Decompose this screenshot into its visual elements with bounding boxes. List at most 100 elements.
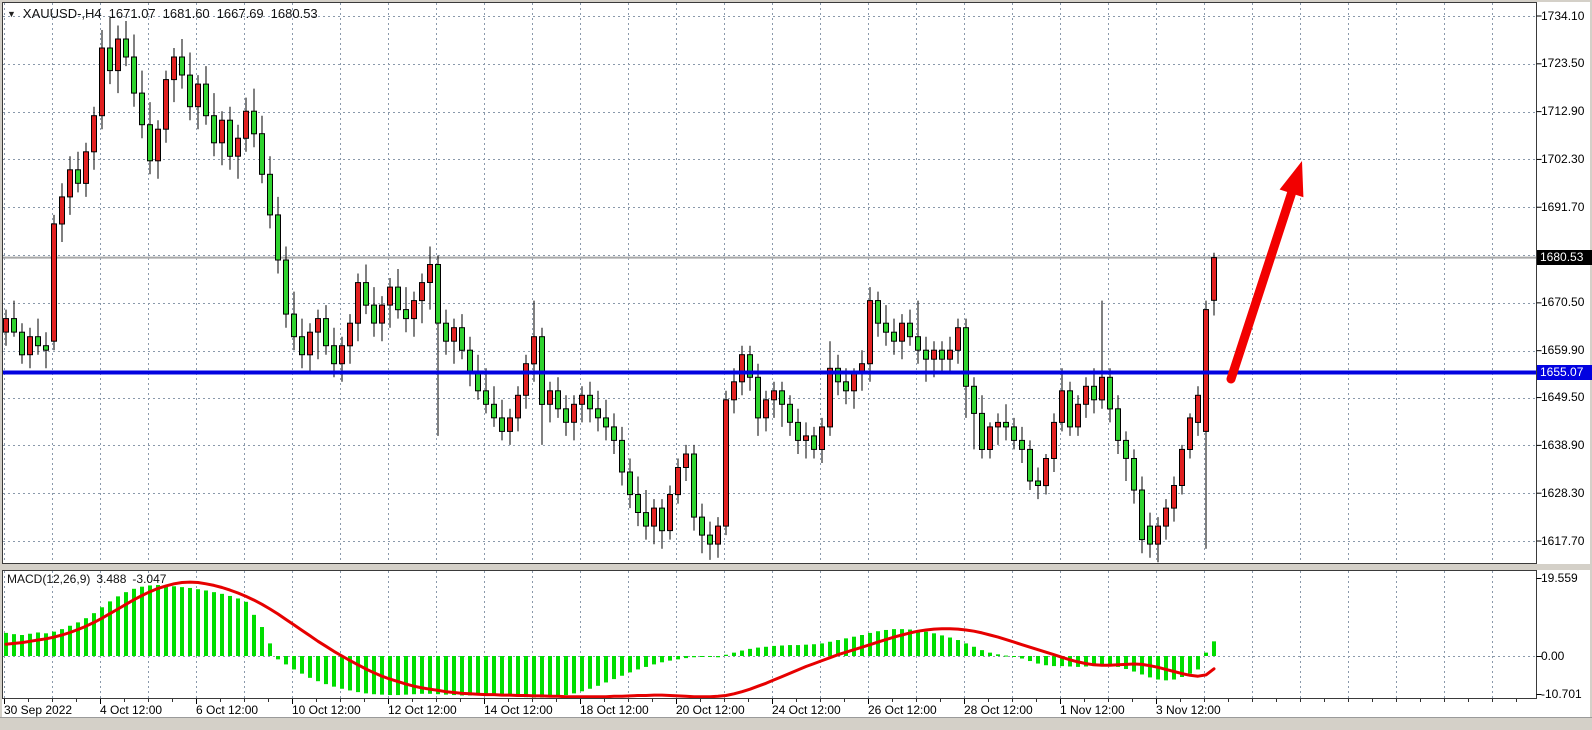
chart-background [2, 2, 1590, 717]
bull-candle [931, 349, 937, 360]
macd-bar [492, 656, 496, 695]
bear-candle [475, 372, 481, 392]
bear-candle [779, 390, 785, 405]
bull-candle [987, 426, 993, 450]
macd-bar [28, 633, 32, 656]
macd-bar [1100, 656, 1104, 666]
bull-candle [763, 399, 769, 419]
macd-bar [908, 629, 912, 656]
bear-candle [1139, 489, 1145, 541]
macd-bar [1196, 656, 1200, 670]
macd-bar [1180, 656, 1184, 677]
bear-candle [1091, 385, 1097, 401]
time-tick-label: 28 Oct 12:00 [964, 703, 1033, 717]
bull-candle [243, 110, 249, 139]
price-tick-label: 1628.30 [1541, 486, 1585, 500]
macd-bar [612, 656, 616, 680]
time-tick-label: 1 Nov 12:00 [1060, 703, 1125, 717]
bull-candle [1051, 421, 1057, 459]
macd-bar [148, 585, 152, 656]
bull-candle [163, 79, 169, 130]
time-tick-label: 30 Sep 2022 [4, 703, 73, 717]
bull-candle [1099, 376, 1105, 401]
macd-bar [660, 656, 664, 663]
macd-bar [1212, 641, 1216, 656]
bull-candle [195, 83, 201, 108]
macd-bar [252, 614, 256, 656]
macd-bar [348, 656, 352, 691]
macd-bar [444, 656, 448, 695]
macd-bar [364, 656, 368, 694]
macd-bar [68, 625, 72, 656]
macd-main-value: 3.488 [96, 572, 127, 586]
macd-bar [516, 656, 520, 697]
macd-bar [796, 645, 800, 656]
bear-candle [1011, 426, 1017, 441]
arrow-shaft[interactable] [1226, 188, 1296, 384]
macd-bar [836, 640, 840, 656]
panel-splitter[interactable] [2, 564, 1590, 570]
macd-bar [948, 637, 952, 656]
bear-candle [619, 439, 625, 473]
macd-bar [540, 656, 544, 698]
macd-bar [332, 656, 336, 687]
bull-candle [91, 115, 97, 153]
macd-bar [844, 638, 848, 656]
macd-bar [988, 652, 992, 656]
macd-bar [132, 588, 136, 656]
macd-bar [972, 646, 976, 656]
macd-bar [372, 656, 376, 695]
bear-candle [1131, 458, 1137, 491]
price-tick-label: 1702.30 [1541, 152, 1585, 166]
macd-bar [244, 601, 248, 656]
bull-candle [235, 137, 241, 157]
bear-candle [1067, 390, 1073, 428]
macd-axis[interactable]: 19.559 0.00 -10.701 [1537, 0, 1592, 730]
bear-candle [627, 471, 633, 496]
bear-candle [443, 322, 449, 342]
trend-arrow-object[interactable] [1226, 161, 1304, 384]
arrow-head[interactable] [1279, 161, 1304, 198]
macd-bar [684, 656, 688, 659]
bull-candle [99, 47, 105, 117]
macd-bar [44, 633, 48, 656]
time-axis[interactable]: 30 Sep 2022 4 Oct 12:00 6 Oct 12:00 10 Oct … [0, 700, 1536, 717]
price-tick-label: 1723.50 [1541, 56, 1585, 70]
macd-bar [924, 631, 928, 656]
hline-price-label: 1655.07 [1537, 365, 1592, 380]
ohlc-high: 1681.60 [162, 6, 210, 21]
symbol-dropdown-icon[interactable]: ▼ [7, 9, 16, 19]
macd-bar [428, 656, 432, 694]
macd-bar [764, 646, 768, 656]
bear-candle [467, 349, 473, 374]
bear-candle [107, 47, 113, 72]
macd-bar [964, 643, 968, 656]
price-axis[interactable]: 1734.10 1723.50 1712.90 1702.30 1691.70 1670.… [1537, 0, 1592, 730]
macd-bar [556, 656, 560, 697]
macd-bar [204, 590, 208, 656]
bear-candle [755, 376, 761, 419]
macd-bar [980, 650, 984, 656]
macd-bar [1084, 656, 1088, 667]
bear-candle [875, 300, 881, 324]
macd-bar [508, 656, 512, 696]
bull-candle [115, 38, 121, 72]
bear-candle [299, 336, 305, 356]
bull-candle [1059, 390, 1065, 423]
bear-candle [403, 309, 409, 320]
bear-candle [1115, 408, 1121, 441]
bear-candle [1107, 376, 1113, 410]
time-tick-label: 12 Oct 12:00 [388, 703, 457, 717]
bull-candle [155, 128, 161, 162]
macd-bar [636, 656, 640, 670]
price-tick-label: 1638.90 [1541, 438, 1585, 452]
bear-candle [1147, 525, 1153, 545]
macd-bar [76, 622, 80, 656]
macd-bar [1004, 655, 1008, 657]
bear-candle [187, 74, 193, 108]
bull-candle [651, 507, 657, 527]
bull-candle [995, 421, 1001, 428]
macd-bar [116, 596, 120, 656]
